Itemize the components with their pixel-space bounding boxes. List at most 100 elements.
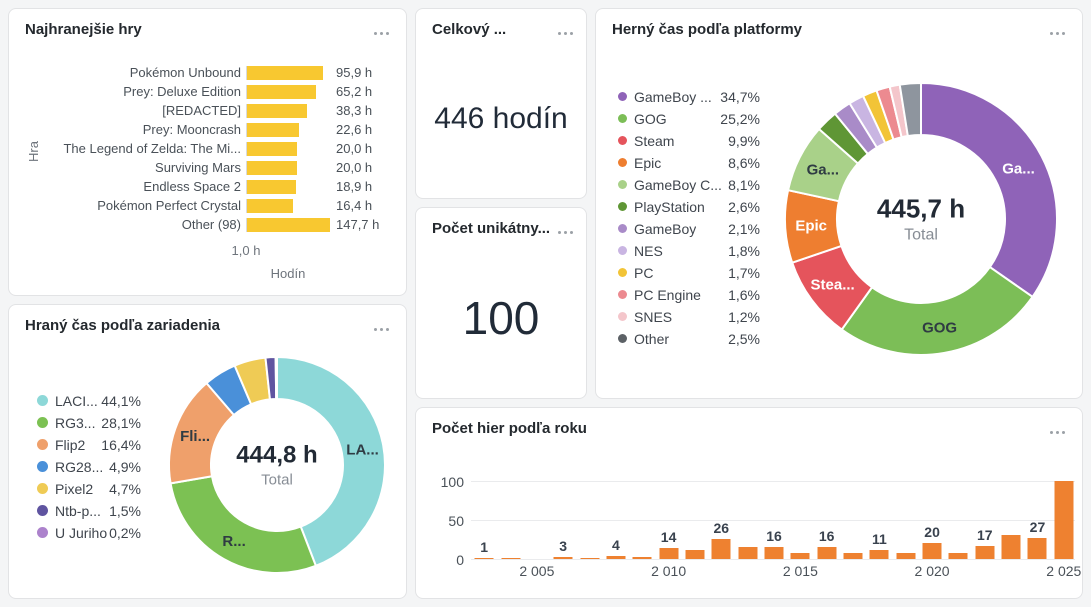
- legend-percent: 8,6%: [728, 154, 760, 171]
- legend-item[interactable]: Ntb-p... 1,5%: [37, 503, 141, 519]
- legend-color-dot: [37, 505, 48, 516]
- year-bar[interactable]: [790, 552, 810, 559]
- bar[interactable]: [247, 65, 323, 80]
- legend-item[interactable]: NES 1,8%: [618, 242, 760, 259]
- legend-item[interactable]: U Juriho 0,2%: [37, 524, 141, 541]
- legend-item[interactable]: PC Engine 1,6%: [618, 287, 760, 303]
- legend-percent: 2,5%: [728, 330, 760, 347]
- bar[interactable]: [247, 217, 330, 232]
- ellipsis-icon: [386, 328, 389, 331]
- panel-menu-button[interactable]: [555, 228, 576, 237]
- legend-color-dot: [618, 312, 627, 321]
- year-bar[interactable]: [1001, 534, 1021, 559]
- year-bar[interactable]: [764, 546, 784, 559]
- year-bar[interactable]: [659, 548, 679, 559]
- bar[interactable]: [247, 160, 297, 175]
- pie-slice[interactable]: [276, 356, 386, 567]
- legend-item[interactable]: LACI... 44,1%: [37, 392, 141, 409]
- pie-slice-label: Stea...: [811, 277, 855, 294]
- legend-color-dot: [37, 461, 48, 472]
- year-bar[interactable]: [975, 545, 995, 559]
- legend-item[interactable]: Pixel2 4,7%: [37, 481, 141, 497]
- legend-item[interactable]: GameBoy 2,1%: [618, 221, 760, 237]
- legend-item[interactable]: RG3... 28,1%: [37, 414, 141, 431]
- legend-item[interactable]: Other 2,5%: [618, 330, 760, 347]
- bar-value-label: 147,7 h: [336, 217, 380, 232]
- bar[interactable]: [247, 179, 296, 194]
- panel-menu-button[interactable]: [371, 29, 392, 38]
- bar[interactable]: [247, 103, 308, 118]
- bar[interactable]: [247, 84, 317, 99]
- ellipsis-icon: [1050, 431, 1053, 434]
- year-bar[interactable]: [685, 550, 705, 559]
- legend-label: NES: [634, 242, 663, 259]
- top-games-rows: Pokémon Unbound 95,9 h Prey: Deluxe Editio…: [25, 63, 400, 234]
- year-bar[interactable]: [1027, 537, 1047, 559]
- bar[interactable]: [247, 141, 297, 156]
- year-bar-value-label: 3: [559, 537, 568, 554]
- gridline: [471, 559, 1075, 560]
- year-bar[interactable]: [817, 546, 837, 559]
- bar[interactable]: [247, 198, 294, 213]
- year-bar[interactable]: [580, 558, 600, 559]
- legend-percent: 28,1%: [101, 414, 141, 431]
- panel-menu-button[interactable]: [1047, 29, 1068, 38]
- year-bar[interactable]: [922, 543, 942, 559]
- legend-percent: 25,2%: [720, 110, 760, 127]
- panel-menu-button[interactable]: [371, 325, 392, 334]
- year-bar[interactable]: [606, 555, 626, 559]
- legend-item[interactable]: Epic 8,6%: [618, 154, 760, 171]
- year-bar[interactable]: [632, 557, 652, 559]
- pie-slice[interactable]: [898, 82, 922, 138]
- pie-slice-label: GOG: [922, 320, 957, 337]
- y-tick-label: 50: [448, 513, 464, 529]
- legend-item[interactable]: Flip2 16,4%: [37, 437, 141, 453]
- panel-total-time-stat: Celkový ... 446 hodín: [415, 8, 587, 199]
- legend-item[interactable]: RG28... 4,9%: [37, 459, 141, 475]
- bar[interactable]: [247, 122, 299, 137]
- year-bar[interactable]: [553, 556, 573, 559]
- legend-item[interactable]: SNES 1,2%: [618, 309, 760, 325]
- stat-value: 100: [462, 292, 540, 344]
- stat-area: 446 hodín: [422, 45, 580, 192]
- year-bar[interactable]: [948, 552, 968, 559]
- year-bar[interactable]: [501, 558, 521, 559]
- pie-slice[interactable]: [169, 475, 317, 574]
- category-label: Endless Space 2: [143, 179, 241, 194]
- year-bar[interactable]: [738, 547, 758, 559]
- legend-label: U Juriho: [55, 524, 108, 541]
- year-bar[interactable]: [869, 550, 889, 559]
- bar-value-label: 20,0 h: [336, 141, 373, 156]
- panel-top-games: Najhranejšie hry Pokémon Unbound 95,9 h Pr…: [8, 8, 407, 296]
- legend-item[interactable]: GameBoy ... 34,7%: [618, 89, 760, 105]
- bar-value-label: 65,2 h: [336, 84, 373, 99]
- panel-menu-button[interactable]: [555, 29, 576, 38]
- year-bar[interactable]: [1054, 481, 1074, 559]
- panel-title: Najhranejšie hry: [25, 21, 142, 38]
- x-axis-label: Hodín: [270, 266, 306, 281]
- year-bar[interactable]: [896, 552, 916, 559]
- legend-item[interactable]: PC 1,7%: [618, 265, 760, 281]
- bar-track: [246, 160, 331, 175]
- pie-slice[interactable]: [274, 356, 278, 401]
- x-tick-label: 2 025: [1046, 563, 1082, 579]
- year-bar[interactable]: [843, 552, 863, 559]
- stat-area: 100: [422, 244, 580, 392]
- bar-row: Prey: Mooncrash 22,6 h: [25, 120, 400, 139]
- x-axis-tick: 1,0 h: [231, 243, 261, 258]
- legend-item[interactable]: PlayStation 2,6%: [618, 199, 760, 215]
- legend-color-dot: [618, 246, 627, 255]
- panel-title: Celkový ...: [432, 21, 507, 38]
- pie-slice[interactable]: [920, 82, 1058, 298]
- year-bar[interactable]: [711, 538, 731, 559]
- year-bar-value-label: 16: [818, 527, 835, 544]
- pie-slice[interactable]: [840, 266, 1034, 356]
- legend-item[interactable]: GameBoy C... 8,1%: [618, 177, 760, 193]
- year-bar[interactable]: [474, 558, 494, 559]
- legend-item[interactable]: GOG 25,2%: [618, 110, 760, 127]
- y-tick-label: 100: [440, 474, 464, 490]
- legend-percent: 44,1%: [101, 392, 141, 409]
- legend-item[interactable]: Steam 9,9%: [618, 133, 760, 149]
- device-legend: LACI... 44,1% RG3... 28,1% Flip2 16,4% RG28...…: [37, 393, 141, 547]
- panel-menu-button[interactable]: [1047, 428, 1068, 437]
